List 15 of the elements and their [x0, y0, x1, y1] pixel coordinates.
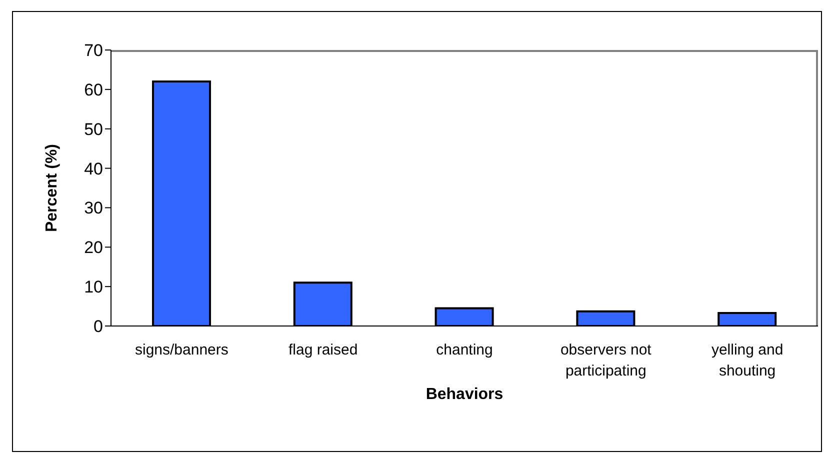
x-tick-label: yelling and shouting — [711, 342, 784, 380]
y-tick-label: 10 — [84, 278, 103, 297]
y-tick-label: 70 — [84, 41, 103, 60]
x-tick-label: flag raised — [288, 342, 358, 359]
x-tick-label: observers not participating — [560, 342, 652, 380]
y-tick-label: 40 — [84, 159, 103, 178]
x-tick-label: chanting — [436, 342, 493, 359]
y-axis-title: Percent (%) — [44, 144, 61, 232]
y-tick-label: 0 — [94, 317, 103, 336]
x-tick-label: signs/banners — [134, 342, 228, 359]
y-tick-label: 60 — [84, 80, 103, 100]
x-axis-title: Behaviors — [424, 386, 504, 404]
y-tick-label: 20 — [84, 238, 103, 258]
y-tick-label: 30 — [84, 198, 103, 218]
y-tick-label: 50 — [84, 120, 103, 139]
